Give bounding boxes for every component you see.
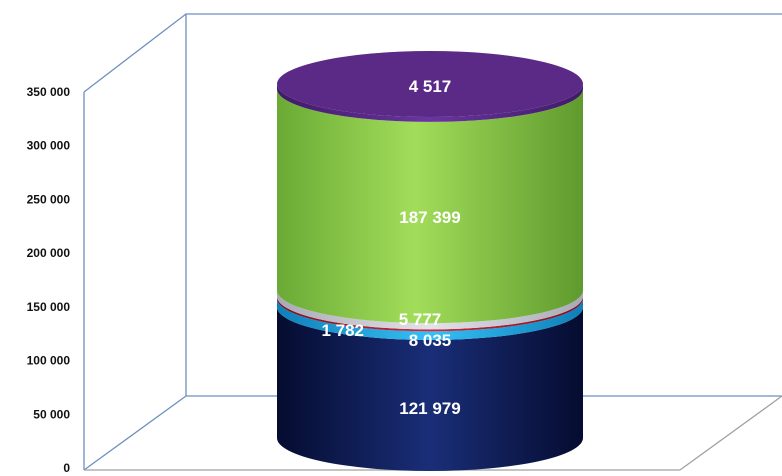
y-tick-label: 0 — [63, 461, 70, 475]
data-labels: 121 979 8 035 1 782 5 777 187 399 4 517 — [321, 77, 460, 418]
cylinder-segment — [277, 88, 583, 324]
y-tick-label: 50 000 — [33, 407, 70, 421]
data-label: 4 517 — [409, 77, 452, 96]
y-tick-label: 300 000 — [27, 139, 71, 153]
data-label: 121 979 — [399, 399, 460, 418]
data-label: 5 777 — [399, 310, 442, 329]
floor-right-edge — [679, 395, 782, 471]
y-axis-ticks: 0 50 000 100 000 150 000 200 000 250 000 300 0… — [27, 85, 71, 475]
cylinder-segment — [277, 306, 583, 471]
stacked-cylinder — [277, 51, 583, 471]
y-tick-label: 200 000 — [27, 246, 71, 260]
data-label: 187 399 — [399, 208, 460, 227]
data-label: 8 035 — [409, 331, 452, 350]
data-label: 1 782 — [321, 321, 364, 340]
y-tick-label: 100 000 — [27, 354, 71, 368]
cylinder-segment — [277, 298, 583, 340]
left-wall-top-edge — [83, 13, 187, 93]
y-tick-label: 250 000 — [27, 192, 71, 206]
y-tick-label: 350 000 — [27, 85, 71, 99]
cylinder-segment — [277, 290, 583, 330]
y-tick-label: 150 000 — [27, 300, 71, 314]
floor-left-edge — [83, 395, 187, 471]
cylinder-top-cap — [277, 51, 583, 118]
